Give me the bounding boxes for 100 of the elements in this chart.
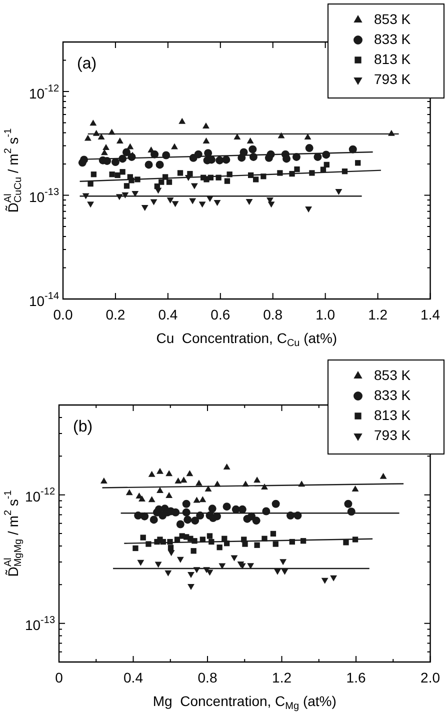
point: [342, 168, 348, 174]
point: [246, 199, 253, 206]
point: [126, 143, 134, 150]
point: [109, 172, 115, 178]
point: [132, 191, 139, 198]
point: [274, 568, 281, 575]
point: [314, 152, 322, 161]
point: [216, 156, 224, 164]
point: [206, 533, 213, 539]
point: [216, 174, 222, 180]
point: [154, 562, 162, 568]
point: [289, 170, 295, 177]
point: [108, 128, 116, 135]
point: [246, 137, 254, 144]
point: [320, 166, 326, 172]
point: [300, 538, 306, 544]
point: [261, 484, 268, 490]
point: [111, 158, 120, 166]
annotation: (a): [77, 55, 97, 72]
x-tick-label: 1.2: [368, 306, 388, 322]
point: [294, 512, 302, 520]
point: [140, 534, 146, 540]
point: [240, 148, 248, 156]
point: [171, 143, 178, 150]
point: [118, 154, 127, 163]
point: [90, 120, 97, 126]
x-tick-label: 0.4: [158, 306, 178, 322]
point: [166, 198, 174, 204]
point: [198, 202, 206, 208]
point: [232, 505, 240, 514]
point: [294, 166, 300, 172]
point: [202, 122, 210, 128]
point: [278, 132, 285, 138]
point: [208, 538, 214, 545]
point: [254, 542, 260, 548]
point: [322, 150, 330, 159]
point: [90, 172, 97, 178]
point: [208, 504, 216, 513]
legend-label: 853 K: [374, 366, 412, 383]
x-tick-label: 0.0: [53, 306, 73, 322]
point: [188, 584, 194, 590]
point: [254, 476, 261, 483]
point: [380, 472, 387, 479]
point: [122, 148, 130, 156]
point: [388, 130, 395, 136]
point: [348, 145, 357, 154]
point: [144, 160, 153, 169]
point: [330, 575, 338, 582]
point: [272, 541, 278, 547]
point: [156, 160, 164, 169]
point: [120, 169, 126, 175]
point: [190, 183, 198, 190]
point: [202, 137, 210, 144]
point: [194, 150, 202, 158]
point: [321, 578, 328, 584]
point: [199, 496, 206, 502]
x-tick-label: 0.2: [106, 306, 126, 322]
point: [187, 170, 193, 177]
point: [162, 151, 170, 160]
point: [172, 508, 180, 516]
point: [160, 538, 166, 545]
point: [208, 174, 214, 180]
point: [150, 516, 158, 524]
point: [247, 563, 254, 570]
point: [212, 512, 221, 520]
point: [137, 560, 144, 566]
legend-label: 793 K: [374, 426, 412, 443]
x-tick-label: 0.4: [124, 669, 144, 686]
point: [164, 570, 172, 576]
point: [166, 492, 173, 498]
point: [289, 538, 295, 545]
point: [134, 176, 140, 182]
point: [156, 468, 164, 474]
point: [102, 144, 110, 150]
point: [189, 198, 196, 204]
x-tick-label: 1.0: [316, 306, 336, 322]
point: [222, 502, 231, 511]
x-tick-label: 1.6: [346, 669, 366, 686]
point: [172, 201, 179, 208]
legend-label: 853 K: [374, 10, 412, 27]
point: [148, 470, 156, 477]
point: [222, 156, 230, 164]
point: [191, 516, 200, 525]
point: [128, 178, 134, 184]
point: [343, 540, 349, 546]
point: [166, 179, 172, 185]
legend-label: 813 K: [374, 406, 412, 423]
point: [193, 496, 200, 503]
point: [146, 541, 152, 547]
point: [214, 480, 221, 487]
x-tick-label: 1.2: [272, 669, 292, 686]
point: [98, 134, 105, 140]
point: [324, 162, 330, 168]
point: [206, 570, 214, 576]
legend-label: 793 K: [374, 70, 412, 87]
point: [116, 194, 123, 200]
point: [226, 172, 232, 178]
point: [347, 508, 356, 516]
point: [242, 541, 248, 547]
point: [150, 199, 158, 206]
